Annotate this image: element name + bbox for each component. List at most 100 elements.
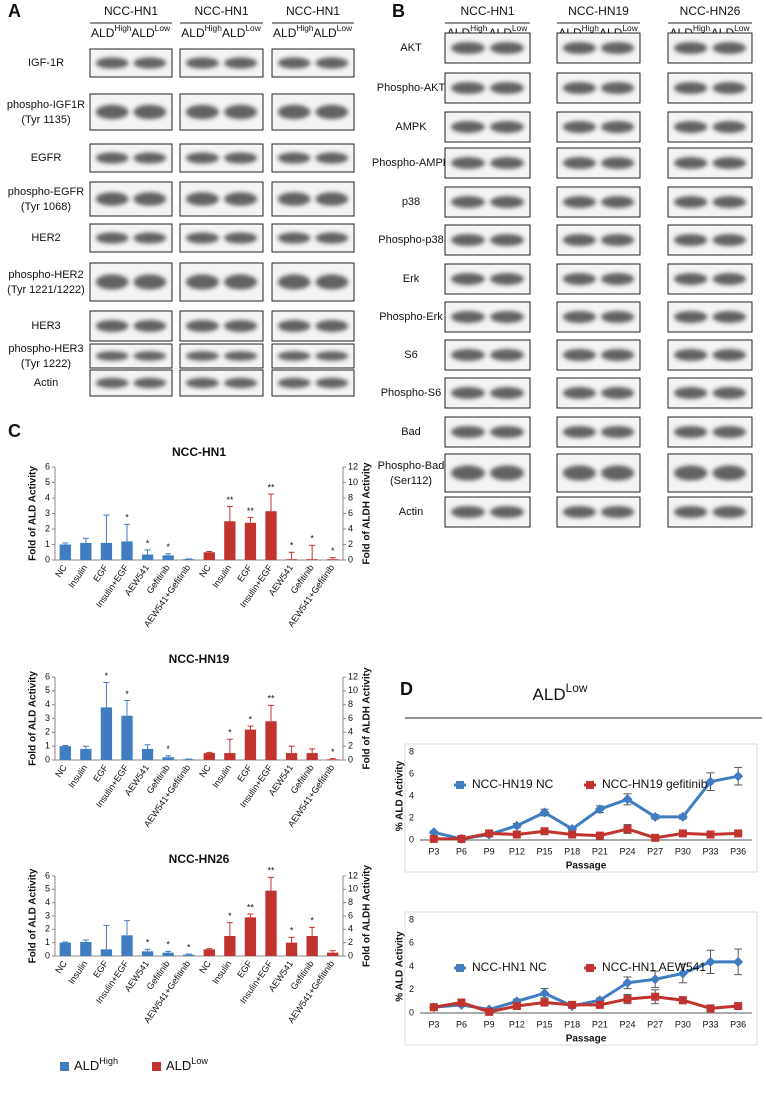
blot-band (185, 320, 220, 332)
blot-band (712, 349, 747, 361)
point (734, 829, 743, 838)
bar (265, 511, 277, 560)
y-tick-label: 3 (45, 508, 50, 518)
blot-label: Phospho-p38 (378, 234, 443, 246)
significance: * (105, 671, 109, 681)
blot-band (600, 349, 635, 361)
blot-band (712, 426, 747, 438)
error-bar (329, 557, 336, 560)
x-tick-label: P30 (675, 1019, 691, 1029)
blot-band (315, 57, 349, 69)
blot-band (712, 196, 747, 208)
y2-tick-label: 2 (348, 539, 353, 549)
point (595, 1000, 604, 1009)
blot-band (315, 377, 349, 389)
blot-band (223, 377, 258, 389)
bar (327, 952, 339, 956)
error-bar (329, 950, 336, 953)
point (457, 998, 466, 1007)
error-bar (82, 537, 89, 543)
lane-header-base: ALD (273, 26, 297, 40)
y2-tick-label: 8 (348, 897, 353, 907)
bar (100, 707, 113, 760)
error-bar (165, 950, 172, 953)
blot-label: S6 (404, 349, 417, 361)
error-bar (329, 758, 336, 760)
significance: * (125, 689, 129, 699)
y-tick-label: 1 (45, 741, 50, 751)
lane-header-sup: High (296, 23, 314, 33)
column-header: NCC-HN1 (461, 4, 515, 18)
significance: * (146, 938, 150, 948)
x-tick-label: EGF (235, 958, 254, 979)
x-axis-title: Passage (566, 1034, 607, 1045)
bar (121, 541, 133, 560)
x-tick-label: P30 (675, 846, 691, 856)
bar (141, 951, 154, 956)
x-tick-label: EGF (235, 762, 254, 783)
x-tick-label: P27 (647, 846, 663, 856)
blot-band (712, 234, 747, 246)
blot-band (95, 232, 129, 244)
error-bar (309, 544, 316, 560)
y-tick-label: 0 (45, 554, 50, 564)
x-tick-label: EGF (91, 762, 110, 783)
bar (203, 949, 215, 956)
blot-band (95, 57, 129, 69)
error-bar (165, 755, 172, 758)
error-bar (226, 506, 233, 522)
point (623, 995, 632, 1004)
bar (121, 935, 133, 956)
point (651, 833, 660, 842)
blot-band (277, 320, 311, 332)
blot-band (450, 234, 485, 246)
point (595, 831, 604, 840)
error-bar (144, 744, 151, 749)
blot-band (450, 465, 485, 481)
bar (141, 554, 154, 560)
blot-band (95, 320, 129, 332)
y2-tick-label: 12 (348, 870, 358, 880)
error-bar (103, 924, 110, 950)
y-tick-label: 6 (409, 768, 414, 778)
column-header: NCC-HN26 (680, 4, 741, 18)
significance: * (310, 534, 314, 544)
x-tick-label: P27 (647, 1019, 663, 1029)
bar (183, 759, 195, 760)
x-tick-label: NC (197, 762, 213, 779)
x-tick-label: P36 (730, 846, 746, 856)
y-tick-label: 0 (45, 950, 50, 960)
error-bar (185, 953, 192, 955)
blot-band (315, 351, 349, 361)
panel-label: B (392, 1, 405, 21)
blot-band (315, 232, 349, 244)
column-header: NCC-HN1 (104, 4, 158, 18)
bar (162, 555, 174, 560)
error-bar (124, 523, 130, 542)
error-bar (288, 936, 295, 943)
bar (162, 952, 174, 956)
blot-band (490, 273, 525, 285)
point (706, 1004, 715, 1013)
blot-band (223, 152, 258, 164)
x-tick-label: EGF (235, 562, 254, 583)
x-tick-label: P3 (428, 1019, 439, 1029)
y-tick-label: 6 (45, 870, 50, 880)
point (568, 830, 577, 839)
blot-label: (Ser112) (390, 475, 432, 487)
blot-band (673, 465, 708, 481)
y-tick-label: 3 (45, 713, 50, 723)
blot-band (490, 42, 525, 54)
significance: * (187, 942, 191, 952)
lane-header-sup: Low (512, 23, 528, 33)
blot-band (562, 42, 597, 54)
bar (327, 759, 339, 760)
bar (100, 542, 113, 560)
y-tick-label: 0 (409, 834, 414, 844)
bar (244, 522, 257, 560)
error-bar (206, 550, 213, 553)
x-tick-label: Insulin (210, 563, 233, 590)
error-bar (226, 738, 233, 754)
blot-band (600, 42, 635, 54)
significance: * (331, 747, 335, 757)
